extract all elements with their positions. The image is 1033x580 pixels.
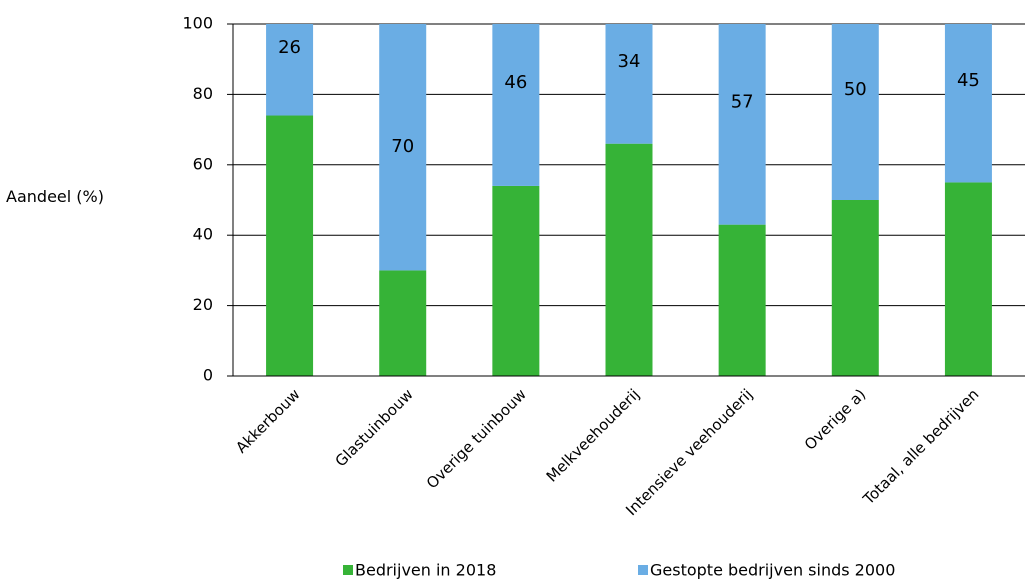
- y-tick-label: 100: [182, 14, 213, 33]
- bar-segment: [492, 24, 540, 186]
- legend-swatch: [343, 565, 353, 575]
- y-tick-label: 60: [193, 154, 213, 173]
- y-tick-label: 40: [193, 225, 213, 244]
- value-label: 26: [278, 37, 301, 58]
- x-tick-label: Totaal, alle bedrijven: [859, 385, 983, 509]
- x-tick-label: Melkveehouderij: [543, 385, 643, 485]
- bar-segment: [492, 185, 540, 376]
- x-tick-label: Akkerbouw: [232, 385, 303, 456]
- value-label: 70: [391, 136, 414, 157]
- legend-swatch: [638, 565, 648, 575]
- bar-segment: [266, 24, 314, 116]
- value-label: 45: [957, 70, 980, 91]
- value-label: 57: [731, 91, 754, 112]
- bar-segment: [944, 24, 992, 183]
- x-tick-label: Glastuinbouw: [332, 385, 417, 470]
- bar-segment: [266, 115, 314, 377]
- legend-label: Gestopte bedrijven sinds 2000: [650, 561, 895, 580]
- bar-segment: [605, 24, 653, 144]
- bar-segment: [379, 24, 427, 271]
- legend-label: Bedrijven in 2018: [355, 561, 496, 580]
- x-tick-label: Intensieve veehouderij: [622, 385, 756, 519]
- bar-segment: [605, 143, 653, 376]
- y-tick-label: 20: [193, 295, 213, 314]
- value-label: 34: [618, 51, 641, 72]
- x-tick-label: Overige tuinbouw: [423, 385, 530, 492]
- bar-segment: [718, 24, 766, 225]
- bar-segment: [831, 200, 879, 376]
- y-tick-label: 0: [203, 366, 213, 385]
- x-tick-label: Overige a): [801, 385, 869, 453]
- value-label: 46: [504, 72, 527, 93]
- bar-segment: [944, 182, 992, 376]
- bar-segment: [718, 224, 766, 376]
- y-axis-label: Aandeel (%): [6, 187, 104, 206]
- value-label: 50: [844, 79, 867, 100]
- y-tick-label: 80: [193, 84, 213, 103]
- bar-segment: [379, 270, 427, 376]
- bar-segment: [831, 24, 879, 200]
